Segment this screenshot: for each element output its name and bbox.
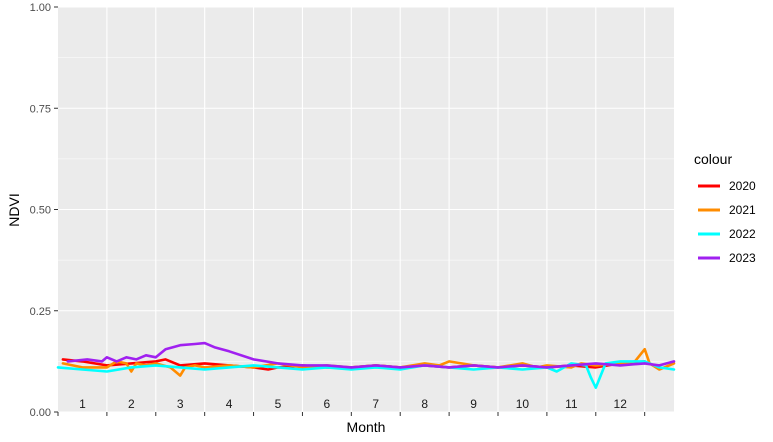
month-label: 11 — [565, 397, 578, 411]
y-axis: 0.00 0.25 0.50 0.75 1.00 — [30, 2, 58, 419]
month-label: 10 — [516, 397, 530, 411]
y-tick-label: 1.00 — [30, 2, 51, 14]
x-axis — [57, 412, 646, 416]
legend-title: colour — [694, 151, 732, 167]
month-label: 2 — [128, 397, 135, 411]
y-tick-label: 0.75 — [30, 103, 51, 115]
series-layer — [56, 341, 676, 390]
legend-label: 2023 — [729, 251, 756, 265]
grid-major — [58, 6, 674, 413]
month-label: 1 — [79, 397, 86, 411]
legend-items: 2020 2021 2022 2023 — [698, 179, 756, 265]
month-label: 3 — [177, 397, 184, 411]
month-label: 9 — [470, 397, 477, 411]
legend: colour 2020 2021 2022 2023 — [694, 151, 756, 265]
month-labels: 1 2 3 4 5 6 7 8 9 10 11 12 — [79, 397, 627, 411]
month-label: 5 — [275, 397, 282, 411]
y-axis-title: NDVI — [6, 193, 22, 226]
y-tick-label: 0.25 — [30, 306, 51, 318]
month-label: 7 — [372, 397, 379, 411]
month-label: 8 — [421, 397, 428, 411]
month-label: 12 — [614, 397, 628, 411]
month-label: 4 — [226, 397, 233, 411]
month-label: 6 — [324, 397, 331, 411]
series-line-2023 — [66, 341, 676, 369]
legend-label: 2022 — [729, 227, 756, 241]
y-tick-label: 0.50 — [30, 205, 51, 217]
x-axis-title: Month — [347, 419, 386, 435]
y-tick-label: 0.00 — [30, 407, 51, 419]
legend-label: 2020 — [729, 179, 756, 193]
legend-label: 2021 — [729, 203, 756, 217]
